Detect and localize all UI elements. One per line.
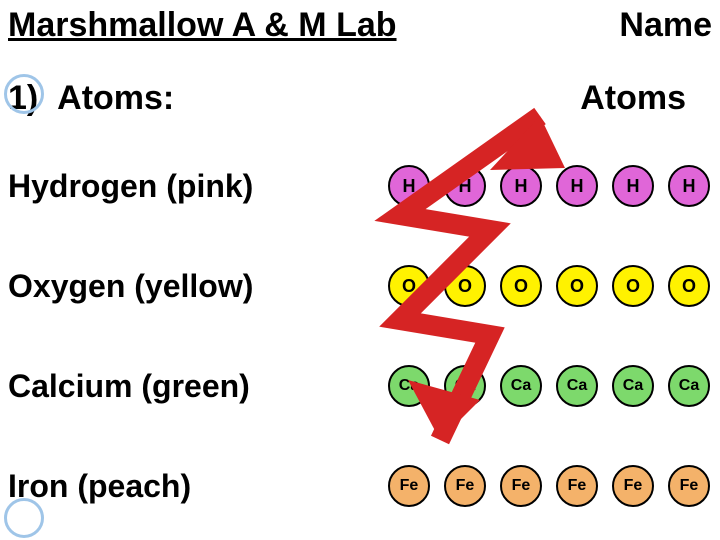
atom-circles: OOOOOO (388, 265, 710, 307)
placeholder-ring-icon (4, 498, 44, 538)
atom-circle: Fe (500, 465, 542, 507)
atom-circle: O (612, 265, 654, 307)
atom-circle: H (388, 165, 430, 207)
atom-circle: O (444, 265, 486, 307)
atom-circle: Ca (612, 365, 654, 407)
atom-circle: Fe (668, 465, 710, 507)
atom-label: Hydrogen (pink) (8, 168, 388, 205)
atom-circle: Ca (444, 365, 486, 407)
atom-circle: Ca (388, 365, 430, 407)
page-title-right: Name (619, 6, 712, 45)
atom-circle: H (444, 165, 486, 207)
atom-circle: Ca (668, 365, 710, 407)
atom-circle: O (388, 265, 430, 307)
atom-row: Calcium (green)CaCaCaCaCaCa (8, 346, 712, 426)
atom-circle: O (668, 265, 710, 307)
atoms-table: Hydrogen (pink)HHHHHHOxygen (yellow)OOOO… (8, 146, 712, 526)
atom-circle: Fe (444, 465, 486, 507)
atom-circles: HHHHHH (388, 165, 710, 207)
atom-circle: Fe (388, 465, 430, 507)
placeholder-ring-icon (4, 74, 44, 114)
atom-label: Iron (peach) (8, 468, 388, 505)
atom-label: Calcium (green) (8, 368, 388, 405)
atom-label: Oxygen (yellow) (8, 268, 388, 305)
atom-circle: Ca (500, 365, 542, 407)
atom-circle: H (500, 165, 542, 207)
column-heading-atoms: Atoms (580, 79, 686, 118)
atom-circle: Ca (556, 365, 598, 407)
atom-circle: O (500, 265, 542, 307)
atom-row: Hydrogen (pink)HHHHHH (8, 146, 712, 226)
section-label: Atoms: (57, 79, 174, 117)
atom-circle: H (612, 165, 654, 207)
atom-row: Iron (peach)FeFeFeFeFeFe (8, 446, 712, 526)
atom-circles: Fe Fe Fe Fe Fe Fe (388, 465, 710, 507)
atom-row: Oxygen (yellow)OOOOOO (8, 246, 712, 326)
atom-circle: O (556, 265, 598, 307)
atom-circle: H (668, 165, 710, 207)
atom-circle: H (556, 165, 598, 207)
atom-circles: Ca Ca Ca Ca Ca Ca (388, 365, 710, 407)
atom-circle: Fe (556, 465, 598, 507)
page-title-left: Marshmallow A & M Lab (8, 6, 397, 45)
atom-circle: Fe (612, 465, 654, 507)
